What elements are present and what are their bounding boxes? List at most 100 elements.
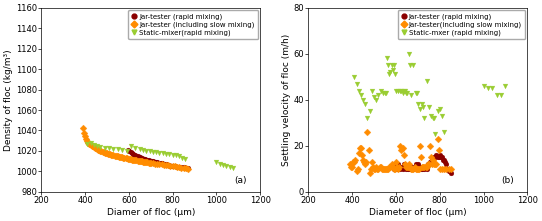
Jar-tester (rapid mixing) <box>393 167 402 171</box>
Jar-tester (rapid mixing) <box>180 167 189 170</box>
Jar-tester (including slow mixing) <box>99 150 108 154</box>
X-axis label: Diameter of floc (μm): Diameter of floc (μm) <box>369 208 467 217</box>
Jar-tester (rapid mixing) <box>162 162 170 166</box>
Static-mxer (rapid mixing) <box>357 93 365 97</box>
Jar-tester (rapid mixing) <box>153 160 162 164</box>
Jar-tester (including slow mixing) <box>132 158 141 162</box>
Jar-tester (including slow mixing) <box>88 144 97 148</box>
Jar-tester(including slow mixing) <box>387 162 396 166</box>
Static-mixer(rapid mixing) <box>155 151 164 155</box>
Jar-tester (rapid mixing) <box>416 165 424 168</box>
Jar-tester(including slow mixing) <box>348 165 357 168</box>
Jar-tester (rapid mixing) <box>171 164 179 168</box>
Jar-tester (rapid mixing) <box>434 156 443 159</box>
Jar-tester (including slow mixing) <box>109 153 118 157</box>
Jar-tester (rapid mixing) <box>417 167 425 171</box>
Static-mxer (rapid mixing) <box>397 89 406 92</box>
Jar-tester (including slow mixing) <box>173 166 182 169</box>
Jar-tester (rapid mixing) <box>125 149 133 153</box>
Jar-tester (rapid mixing) <box>410 165 419 168</box>
Jar-tester (rapid mixing) <box>408 165 417 168</box>
Jar-tester (rapid mixing) <box>398 167 407 171</box>
Jar-tester(including slow mixing) <box>358 153 366 157</box>
Jar-tester(including slow mixing) <box>361 162 370 166</box>
Jar-tester (rapid mixing) <box>387 165 396 168</box>
Jar-tester (including slow mixing) <box>164 164 172 167</box>
Jar-tester (including slow mixing) <box>84 141 93 145</box>
Static-mixer(rapid mixing) <box>215 162 224 166</box>
Text: (a): (a) <box>235 175 247 185</box>
Jar-tester (rapid mixing) <box>129 152 138 156</box>
Jar-tester (rapid mixing) <box>132 154 141 158</box>
Jar-tester (rapid mixing) <box>422 167 431 171</box>
Static-mixer(rapid mixing) <box>139 148 147 152</box>
Jar-tester (including slow mixing) <box>162 164 170 167</box>
Jar-tester(including slow mixing) <box>378 167 387 171</box>
Jar-tester (including slow mixing) <box>130 158 139 162</box>
Jar-tester (including slow mixing) <box>136 159 144 163</box>
Jar-tester (including slow mixing) <box>79 127 87 130</box>
Jar-tester (rapid mixing) <box>419 165 428 168</box>
Static-mxer (rapid mixing) <box>440 130 448 134</box>
Jar-tester (rapid mixing) <box>152 160 160 164</box>
Y-axis label: Density of floc (kg/m³): Density of floc (kg/m³) <box>4 49 13 151</box>
Jar-tester (rapid mixing) <box>157 162 166 165</box>
Jar-tester(including slow mixing) <box>371 167 379 171</box>
Jar-tester(including slow mixing) <box>388 165 397 168</box>
Jar-tester (including slow mixing) <box>126 157 134 161</box>
Jar-tester (rapid mixing) <box>414 162 422 166</box>
Jar-tester (rapid mixing) <box>421 165 430 168</box>
Static-mxer (rapid mixing) <box>401 89 409 92</box>
Jar-tester(including slow mixing) <box>350 160 359 164</box>
Jar-tester (rapid mixing) <box>141 157 150 161</box>
Static-mxer (rapid mixing) <box>430 116 438 120</box>
Jar-tester (rapid mixing) <box>134 155 143 159</box>
Legend: Jar-tester (rapid mixing), Jar-tester(including slow mixing), Static-mxer (rapid: Jar-tester (rapid mixing), Jar-tester(in… <box>397 10 525 39</box>
Jar-tester(including slow mixing) <box>406 165 415 168</box>
Jar-tester (including slow mixing) <box>139 160 147 164</box>
Static-mxer (rapid mixing) <box>437 114 446 118</box>
Static-mxer (rapid mixing) <box>384 63 392 67</box>
Jar-tester (rapid mixing) <box>404 167 412 171</box>
Jar-tester(including slow mixing) <box>386 165 395 168</box>
Jar-tester (including slow mixing) <box>179 167 188 170</box>
Jar-tester(including slow mixing) <box>393 165 402 168</box>
Jar-tester (rapid mixing) <box>441 160 449 164</box>
Jar-tester(including slow mixing) <box>407 167 416 171</box>
Jar-tester (rapid mixing) <box>446 169 454 173</box>
Static-mxer (rapid mixing) <box>409 63 418 67</box>
Jar-tester(including slow mixing) <box>377 167 386 171</box>
Static-mixer(rapid mixing) <box>165 152 173 156</box>
Static-mixer(rapid mixing) <box>122 149 131 153</box>
Jar-tester (rapid mixing) <box>177 166 186 169</box>
Static-mxer (rapid mixing) <box>367 89 376 92</box>
Static-mxer (rapid mixing) <box>374 93 383 97</box>
Jar-tester (including slow mixing) <box>141 160 150 164</box>
Jar-tester(including slow mixing) <box>373 167 382 171</box>
Jar-tester(including slow mixing) <box>395 165 404 168</box>
Jar-tester (including slow mixing) <box>184 168 192 171</box>
Static-mxer (rapid mixing) <box>431 133 440 136</box>
Jar-tester (rapid mixing) <box>443 167 451 171</box>
Static-mxer (rapid mixing) <box>492 93 501 97</box>
Static-mxer (rapid mixing) <box>435 107 444 111</box>
Jar-tester (including slow mixing) <box>116 155 125 159</box>
Static-mxer (rapid mixing) <box>402 91 410 95</box>
Jar-tester (rapid mixing) <box>128 151 137 155</box>
Jar-tester(including slow mixing) <box>346 162 354 166</box>
Jar-tester (including slow mixing) <box>142 160 151 164</box>
Static-mixer(rapid mixing) <box>172 153 180 157</box>
Jar-tester(including slow mixing) <box>366 167 375 171</box>
Jar-tester(including slow mixing) <box>354 151 363 154</box>
Static-mxer (rapid mixing) <box>350 75 359 78</box>
Static-mxer (rapid mixing) <box>407 93 416 97</box>
Jar-tester (including slow mixing) <box>112 154 121 158</box>
Jar-tester (rapid mixing) <box>124 148 132 152</box>
Jar-tester (rapid mixing) <box>425 160 434 164</box>
Jar-tester (including slow mixing) <box>100 151 109 155</box>
Jar-tester(including slow mixing) <box>352 169 361 173</box>
Jar-tester(including slow mixing) <box>409 167 418 171</box>
Jar-tester (including slow mixing) <box>122 156 131 160</box>
Jar-tester(including slow mixing) <box>429 158 437 161</box>
Static-mixer(rapid mixing) <box>152 150 160 154</box>
